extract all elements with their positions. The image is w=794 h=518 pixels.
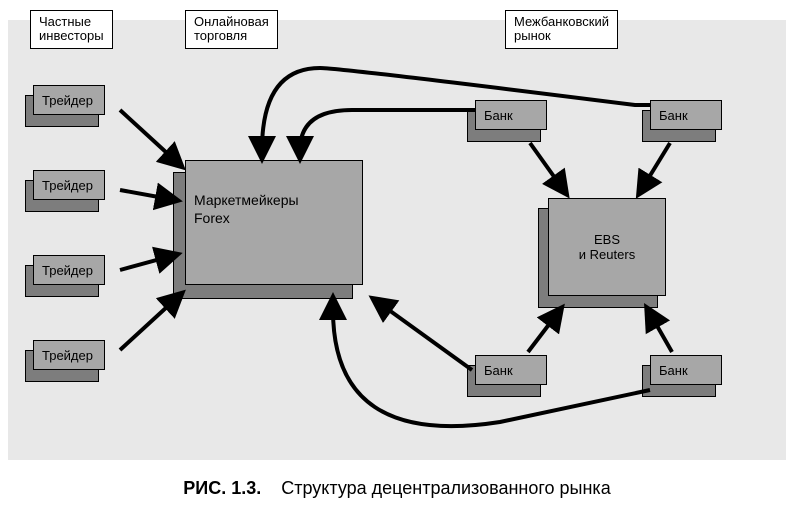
node-trader-4-label: Трейдер — [42, 348, 93, 363]
label-online-text: Онлайноваяторговля — [194, 14, 269, 43]
node-bank-1: Банк — [475, 100, 557, 142]
node-bank-3-label: Банк — [484, 363, 513, 378]
node-trader-3-label: Трейдер — [42, 263, 93, 278]
label-investors-text: Частныеинвесторы — [39, 14, 104, 43]
node-ebs-reuters: EBSи Reuters — [548, 198, 678, 308]
node-trader-3: Трейдер — [33, 255, 115, 297]
node-bank-1-label: Банк — [484, 108, 513, 123]
node-bank-3: Банк — [475, 355, 557, 397]
node-market-maker-label: МаркетмейкерыForex — [194, 191, 299, 227]
figure-title: Структура децентрализованного рынка — [281, 478, 610, 498]
node-bank-2-label: Банк — [659, 108, 688, 123]
node-trader-2: Трейдер — [33, 170, 115, 212]
node-trader-1: Трейдер — [33, 85, 115, 127]
label-online: Онлайноваяторговля — [185, 10, 278, 49]
label-interbank-text: Межбанковскийрынок — [514, 14, 609, 43]
node-market-maker: МаркетмейкерыForex — [185, 160, 377, 300]
node-bank-4-label: Банк — [659, 363, 688, 378]
node-trader-4: Трейдер — [33, 340, 115, 382]
node-ebs-reuters-label: EBSи Reuters — [579, 232, 635, 262]
diagram-canvas: Частныеинвесторы Онлайноваяторговля Межб… — [0, 0, 794, 518]
label-interbank: Межбанковскийрынок — [505, 10, 618, 49]
node-bank-4: Банк — [650, 355, 732, 397]
figure-caption: РИС. 1.3. Структура децентрализованного … — [0, 478, 794, 499]
node-trader-1-label: Трейдер — [42, 93, 93, 108]
node-bank-2: Банк — [650, 100, 732, 142]
figure-number: РИС. 1.3. — [183, 478, 261, 498]
label-investors: Частныеинвесторы — [30, 10, 113, 49]
node-trader-2-label: Трейдер — [42, 178, 93, 193]
